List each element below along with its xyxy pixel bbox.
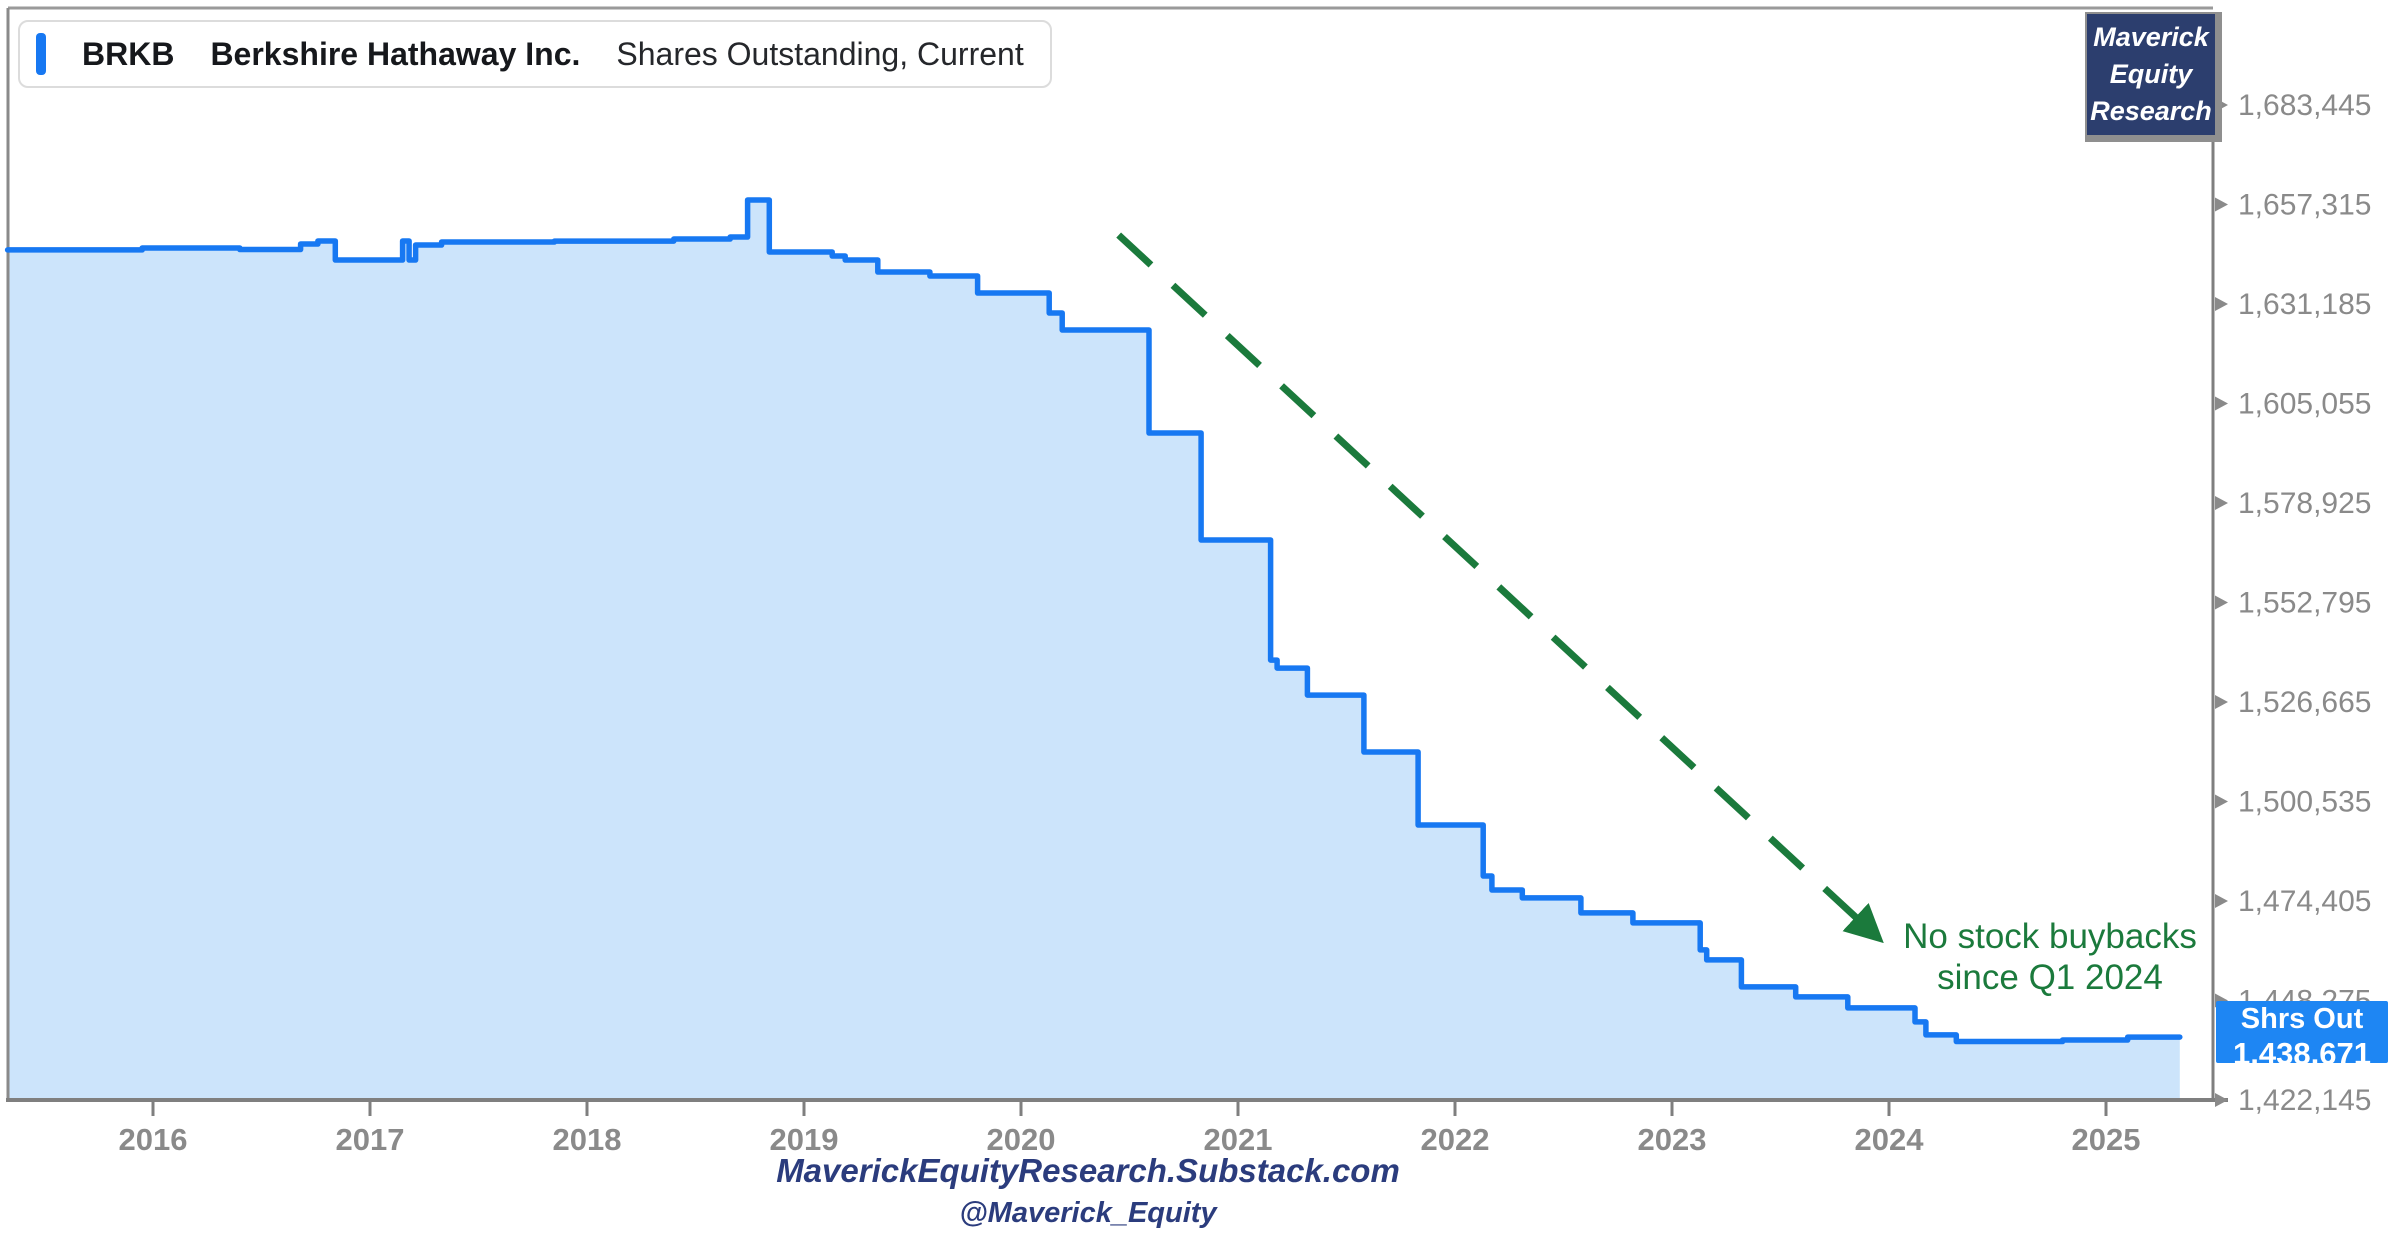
x-axis-label: 2016 xyxy=(119,1122,188,1157)
annotation-line-1: No stock buybacks xyxy=(1903,917,2197,956)
y-tick-arrow xyxy=(2215,695,2228,709)
x-axis-label: 2021 xyxy=(1204,1122,1273,1157)
y-axis-label: 1,526,665 xyxy=(2238,686,2371,719)
x-axis-label: 2017 xyxy=(336,1122,405,1157)
legend-ticker: BRKB xyxy=(82,35,175,72)
y-axis-label: 1,500,535 xyxy=(2238,786,2371,819)
y-axis-label: 1,657,315 xyxy=(2238,189,2371,222)
y-tick-arrow xyxy=(2215,496,2228,510)
maverick-equity-research-badge: Maverick Equity Research xyxy=(2085,12,2222,142)
x-axis-label: 2022 xyxy=(1421,1122,1490,1157)
legend-company-name: Berkshire Hathaway Inc. xyxy=(210,35,581,72)
x-axis-label: 2019 xyxy=(770,1122,839,1157)
x-axis-label: 2024 xyxy=(1855,1122,1925,1157)
series-legend-chip[interactable]: BRKB Berkshire Hathaway Inc. Shares Outs… xyxy=(18,20,1052,88)
legend-accent-bar xyxy=(36,33,46,75)
x-axis-label: 2023 xyxy=(1638,1122,1707,1157)
x-axis-label: 2018 xyxy=(553,1122,622,1157)
shares-out-value-badge: Shrs Out 1,438,671 xyxy=(2216,1001,2388,1071)
y-axis-label: 1,552,795 xyxy=(2238,587,2371,620)
trend-dashed-arrow xyxy=(1116,232,1884,944)
shares-out-title: Shrs Out xyxy=(2240,1003,2364,1035)
y-axis-label: 1,631,185 xyxy=(2238,288,2371,321)
y-axis-label: 1,474,405 xyxy=(2238,885,2371,918)
shares-out-value: 1,438,671 xyxy=(2233,1036,2371,1071)
y-tick-arrow xyxy=(2215,1093,2228,1107)
badge-line: Equity xyxy=(2109,59,2193,89)
twitter-handle: @Maverick_Equity xyxy=(959,1197,1217,1229)
badge-line: Maverick xyxy=(2093,22,2209,52)
badge-line: Research xyxy=(2090,96,2212,126)
y-axis-label: 1,605,055 xyxy=(2238,388,2371,421)
y-tick-arrow xyxy=(2215,197,2228,212)
watermark-footer: MaverickEquityResearch.Substack.com @Mav… xyxy=(0,1152,2176,1230)
x-axis-label: 2025 xyxy=(2072,1122,2141,1157)
no-buybacks-annotation: No stock buybacks since Q1 2024 xyxy=(1895,916,2205,998)
y-tick-arrow xyxy=(2215,297,2228,311)
y-axis-label: 1,422,145 xyxy=(2238,1084,2371,1117)
legend-metric-label: Shares Outstanding, Current xyxy=(616,35,1024,72)
series-step-line xyxy=(4,197,2183,1045)
annotation-line-2: since Q1 2024 xyxy=(1937,958,2163,997)
substack-url: MaverickEquityResearch.Substack.com xyxy=(776,1152,1400,1189)
y-tick-arrow xyxy=(2215,396,2228,411)
y-tick-arrow xyxy=(2215,595,2228,610)
y-axis-label: 1,578,925 xyxy=(2238,487,2371,520)
y-tick-arrow xyxy=(2215,894,2228,908)
x-axis-label: 2020 xyxy=(987,1122,1056,1157)
y-tick-arrow xyxy=(2215,794,2228,809)
y-axis-label: 1,683,445 xyxy=(2238,89,2371,122)
area-series-fill xyxy=(7,200,2180,1100)
